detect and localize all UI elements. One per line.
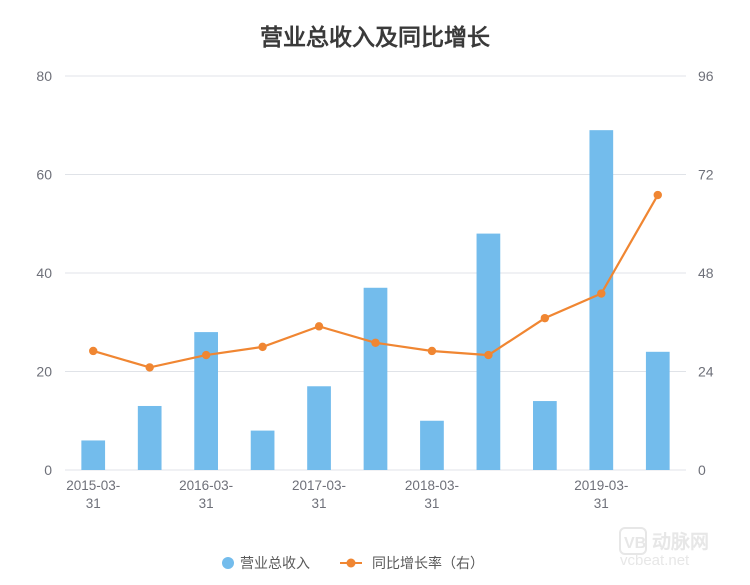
svg-text:48: 48 — [698, 265, 714, 281]
svg-text:2017-03-: 2017-03- — [292, 478, 346, 493]
svg-text:96: 96 — [698, 68, 714, 84]
svg-text:20: 20 — [36, 364, 52, 380]
svg-text:24: 24 — [698, 364, 714, 380]
svg-text:72: 72 — [698, 167, 714, 183]
svg-text:60: 60 — [36, 167, 52, 183]
svg-text:31: 31 — [312, 496, 327, 511]
svg-text:31: 31 — [424, 496, 439, 511]
svg-text:31: 31 — [199, 496, 214, 511]
svg-text:动脉网: 动脉网 — [652, 530, 709, 553]
svg-text:2015-03-: 2015-03- — [66, 478, 120, 493]
svg-text:同比增长率（右）: 同比增长率（右） — [372, 555, 484, 571]
svg-text:31: 31 — [594, 496, 609, 511]
svg-text:40: 40 — [36, 265, 52, 281]
svg-text:0: 0 — [44, 462, 52, 478]
svg-text:2019-03-: 2019-03- — [574, 478, 628, 493]
svg-text:31: 31 — [86, 496, 101, 511]
svg-text:VB: VB — [624, 535, 646, 552]
svg-text:2018-03-: 2018-03- — [405, 478, 459, 493]
svg-text:2016-03-: 2016-03- — [179, 478, 233, 493]
svg-text:vcbeat.net: vcbeat.net — [620, 552, 690, 569]
svg-text:营业总收入: 营业总收入 — [240, 555, 310, 571]
svg-text:0: 0 — [698, 462, 706, 478]
svg-text:80: 80 — [36, 68, 52, 84]
